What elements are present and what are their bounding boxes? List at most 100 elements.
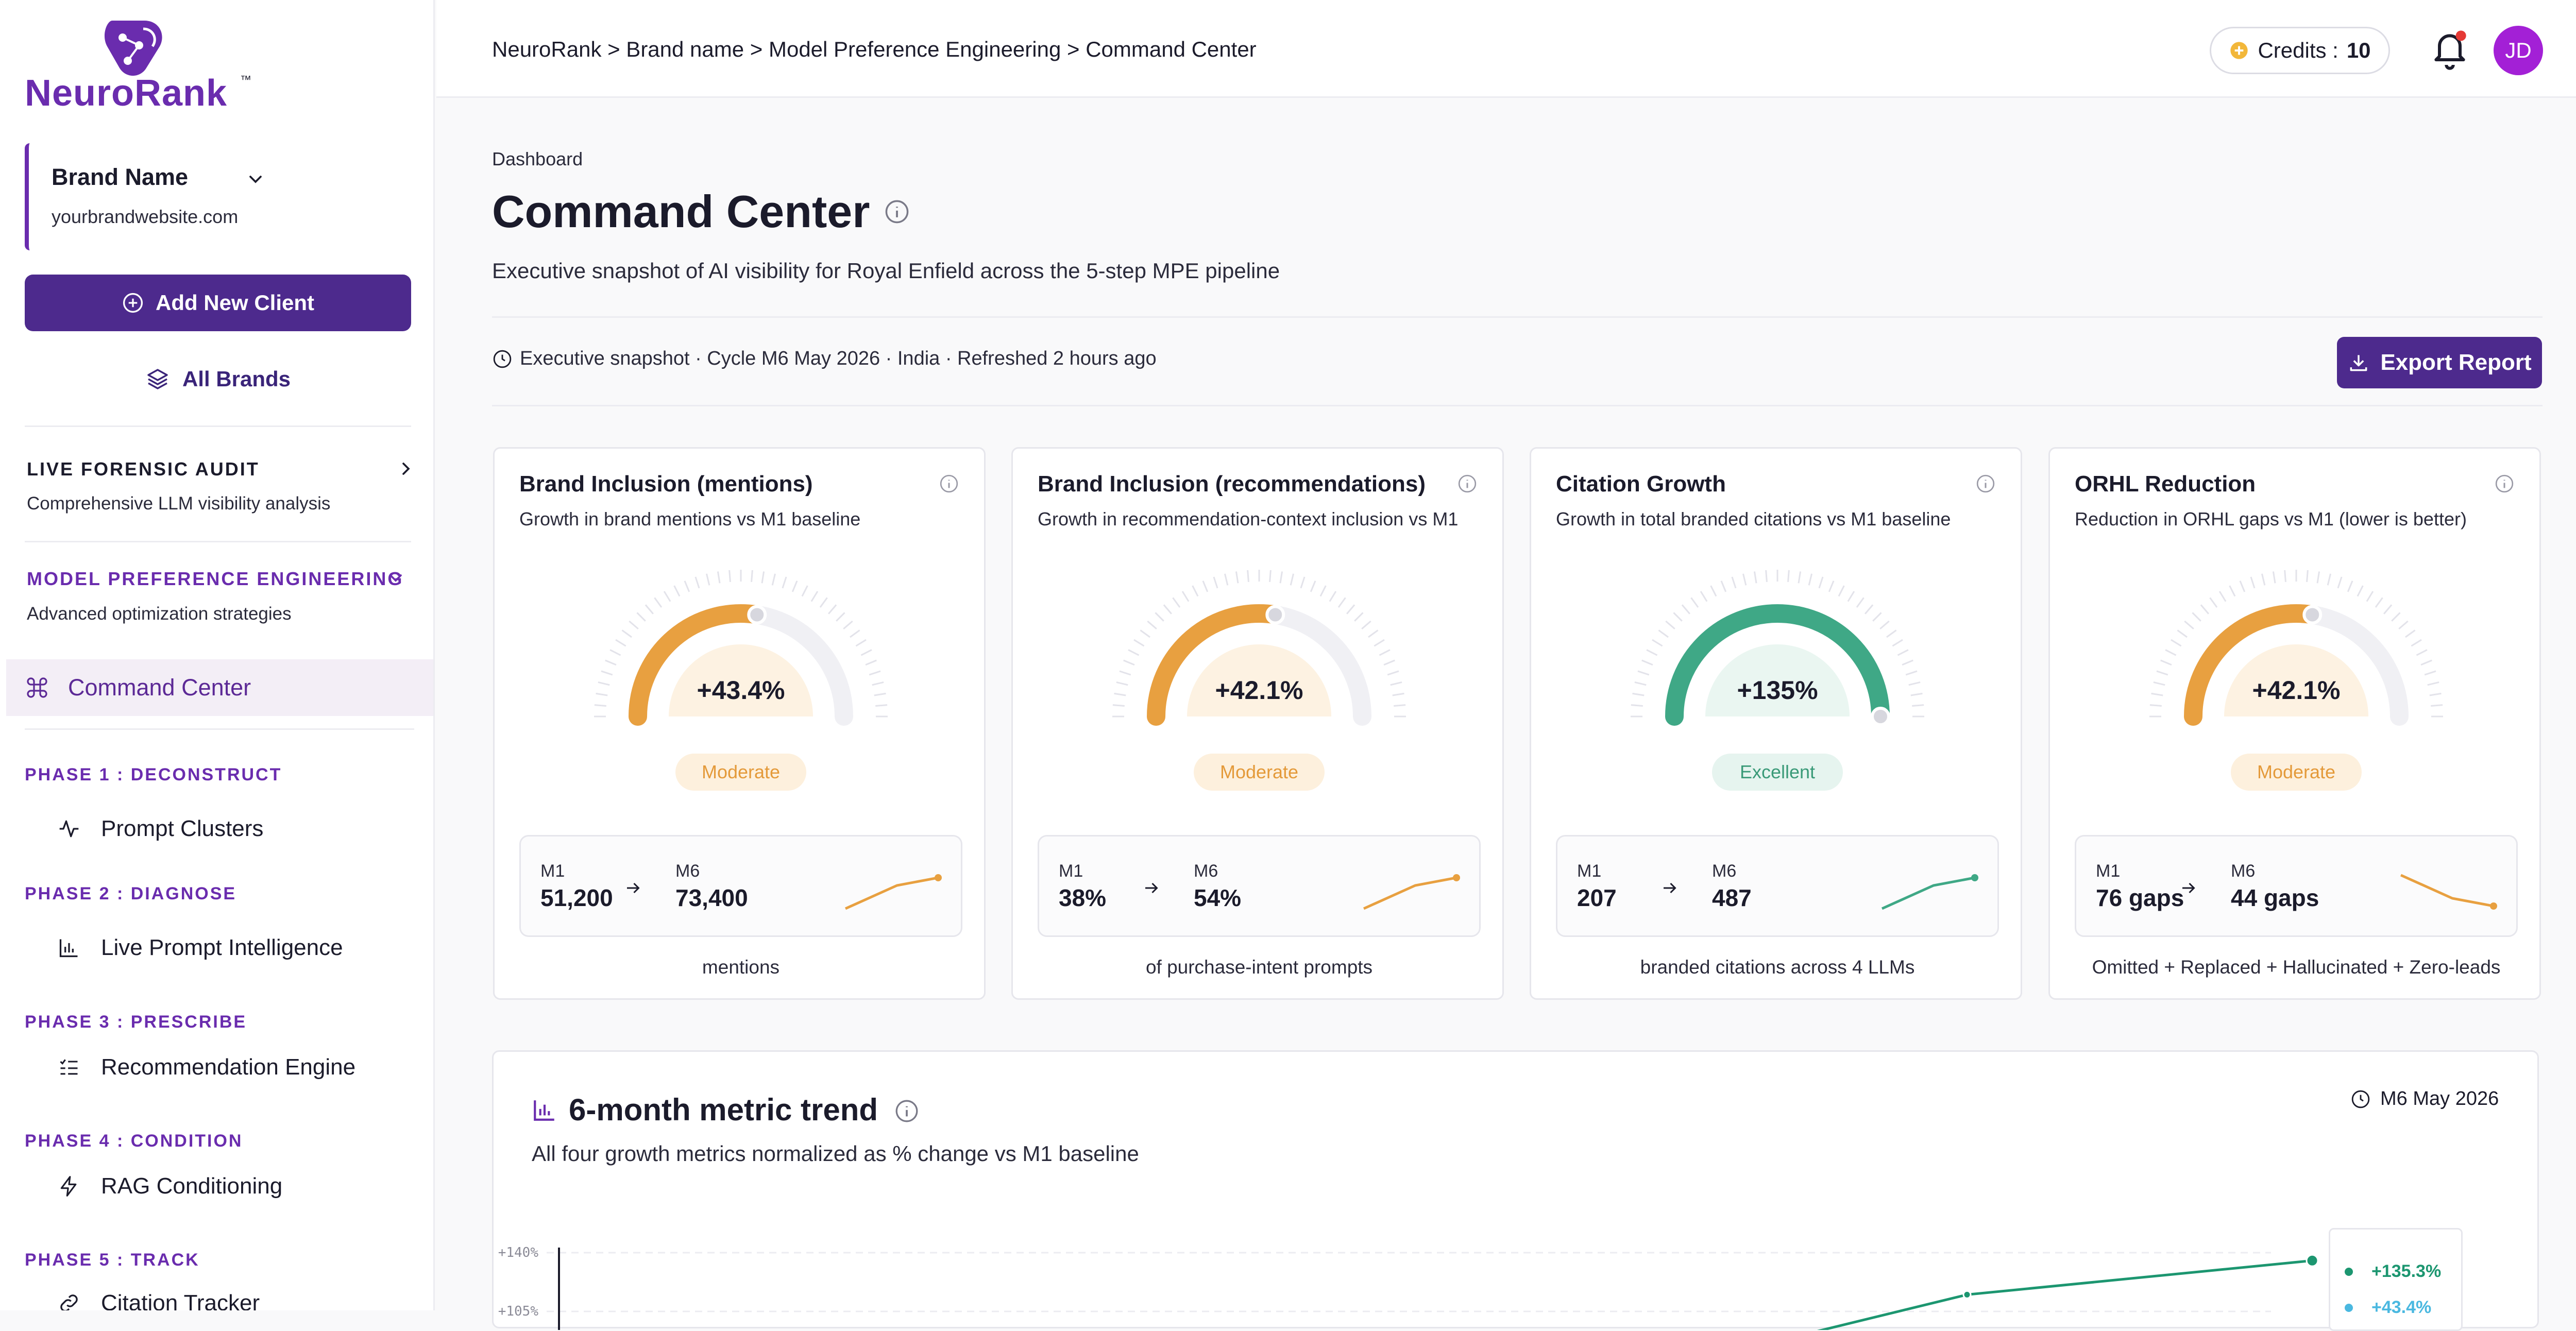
info-icon[interactable] <box>1457 473 1478 494</box>
gauge-tick <box>869 670 881 676</box>
gauge-tick <box>1329 591 1337 602</box>
gauge-tick <box>1897 649 1909 656</box>
brand-website: yourbrandwebsite.com <box>52 206 239 227</box>
gauge-tick <box>782 576 787 589</box>
card-title: ORHL Reduction <box>2075 471 2256 497</box>
sparkline-line <box>1881 876 1975 910</box>
sidebar-item-live-prompt-intelligence[interactable]: Live Prompt Intelligence <box>58 935 343 961</box>
gauge-tick <box>2156 670 2168 676</box>
gauge-tick <box>1742 573 1747 586</box>
sidebar-item-citation-tracker[interactable]: Citation Tracker <box>58 1290 260 1310</box>
gauge-tick <box>2218 591 2227 602</box>
gauge-tick <box>1641 659 1653 666</box>
export-report-button[interactable]: Export Report <box>2337 337 2542 388</box>
sparkline-point <box>1971 874 1978 881</box>
gauge-tick <box>1114 692 1126 696</box>
model-preference-engineering-title[interactable]: MODEL PREFERENCE ENGINEERING <box>27 568 404 589</box>
gauge-tick <box>1128 649 1140 656</box>
sidebar: NeuroRank ™ Brand Name yourbrandwebsite.… <box>0 0 435 1310</box>
chevron-down-icon[interactable] <box>385 568 406 588</box>
gauge-tick <box>596 692 608 696</box>
gauge-tick <box>1354 612 1364 622</box>
download-icon <box>2350 355 2367 371</box>
chevron-right-icon[interactable] <box>396 458 416 479</box>
gauge-tick <box>791 581 798 592</box>
metric-comparison: M1 207 M6 487 <box>1556 835 1999 937</box>
gauge-tick <box>1235 571 1239 584</box>
gauge-tick <box>801 585 808 597</box>
gauge-tick <box>1392 692 1404 696</box>
gauge-tick <box>1892 639 1903 647</box>
live-forensic-audit-title[interactable]: LIVE FORENSIC AUDIT <box>27 458 260 480</box>
gauge-tick <box>836 612 845 622</box>
m1-label: M1 <box>1059 861 1083 881</box>
chevron-down-icon[interactable] <box>244 169 267 190</box>
gauge-tick <box>2272 571 2276 584</box>
divider <box>492 316 2543 318</box>
sidebar-item-label: Recommendation Engine <box>101 1054 356 1080</box>
clock-icon <box>2351 1090 2370 1108</box>
bell-icon[interactable] <box>2429 27 2470 72</box>
phase-5-label: PHASE 5 : TRACK <box>25 1250 200 1270</box>
gauge-tick <box>1140 629 1150 638</box>
info-icon[interactable] <box>884 198 910 225</box>
info-icon[interactable] <box>1975 473 1996 494</box>
gauge-tick <box>2383 604 2393 615</box>
gauge-tick <box>1213 576 1218 589</box>
sidebar-item-recommendation-engine[interactable]: Recommendation Engine <box>58 1054 355 1080</box>
gauge-tick <box>621 629 632 638</box>
metric-card: Brand Inclusion (mentions) Growth in bra… <box>493 447 986 1000</box>
gauge-tick <box>1123 659 1135 666</box>
m1-label: M1 <box>540 861 565 881</box>
gauge-tick <box>1224 573 1229 586</box>
sparkline-line <box>2400 874 2494 908</box>
gauge-tick <box>2160 659 2172 666</box>
all-brands-link[interactable]: All Brands <box>25 361 411 398</box>
data-point[interactable] <box>2306 1254 2319 1267</box>
avatar[interactable]: JD <box>2494 26 2543 75</box>
add-new-client-button[interactable]: Add New Client <box>25 275 411 331</box>
phase-4-label: PHASE 4 : CONDITION <box>25 1131 243 1151</box>
gauge-tick <box>594 704 606 707</box>
breadcrumb[interactable]: NeuroRank > Brand name > Model Preferenc… <box>492 37 1257 61</box>
card-footer: of purchase-intent prompts <box>1145 957 1373 978</box>
snapshot-meta-text: Executive snapshot · Cycle M6 May 2026 ·… <box>520 348 1157 369</box>
brand-name: Brand Name <box>52 164 189 190</box>
gauge-knob <box>747 605 767 625</box>
bar-chart-icon <box>534 1100 554 1121</box>
gauge-chart <box>1631 570 1924 726</box>
brand-selector[interactable]: Brand Name yourbrandwebsite.com <box>25 143 411 250</box>
card-subtitle: Growth in brand mentions vs M1 baseline <box>519 508 861 530</box>
neurorank-logo[interactable]: NeuroRank ™ <box>25 14 272 114</box>
info-icon[interactable] <box>894 1098 920 1124</box>
m1-value: 207 <box>1577 884 1617 911</box>
sidebar-item-prompt-clusters[interactable]: Prompt Clusters <box>58 816 263 842</box>
gauge-tick <box>2424 670 2436 676</box>
gauge-tick <box>1872 612 1882 622</box>
sidebar-item-command-center[interactable]: Command Center <box>6 659 433 716</box>
gauge-tick <box>2357 585 2364 597</box>
gauge-tick <box>1390 681 1402 686</box>
gauge-tick <box>1879 620 1890 629</box>
gauge-tick <box>1147 620 1157 629</box>
all-brands-label: All Brands <box>182 367 291 391</box>
gauge-tick <box>1181 591 1190 602</box>
data-point[interactable] <box>1962 1290 1972 1299</box>
gauge-tick <box>1163 604 1172 615</box>
gauge-tick <box>1912 704 1924 707</box>
gauge-chart <box>1112 570 1406 726</box>
credits-pill[interactable]: Credits : 10 <box>2210 27 2390 74</box>
model-preference-engineering-subtitle: Advanced optimization strategies <box>27 604 292 624</box>
card-subtitle: Growth in recommendation-context inclusi… <box>1038 508 1459 530</box>
gauge-tick <box>2284 570 2286 582</box>
gauge-tick <box>1798 571 1802 584</box>
sidebar-item-rag-conditioning[interactable]: RAG Conditioning <box>58 1173 282 1199</box>
arrow-right-icon <box>1664 882 1676 894</box>
metric-card: Brand Inclusion (recommendations) Growth… <box>1011 447 1504 1000</box>
info-icon[interactable] <box>939 473 959 494</box>
info-icon[interactable] <box>2494 473 2515 494</box>
lightning-icon <box>60 1176 77 1197</box>
sparkline <box>1881 874 1978 910</box>
gauge-tick <box>1361 620 1371 629</box>
gauge-tick <box>673 585 681 597</box>
